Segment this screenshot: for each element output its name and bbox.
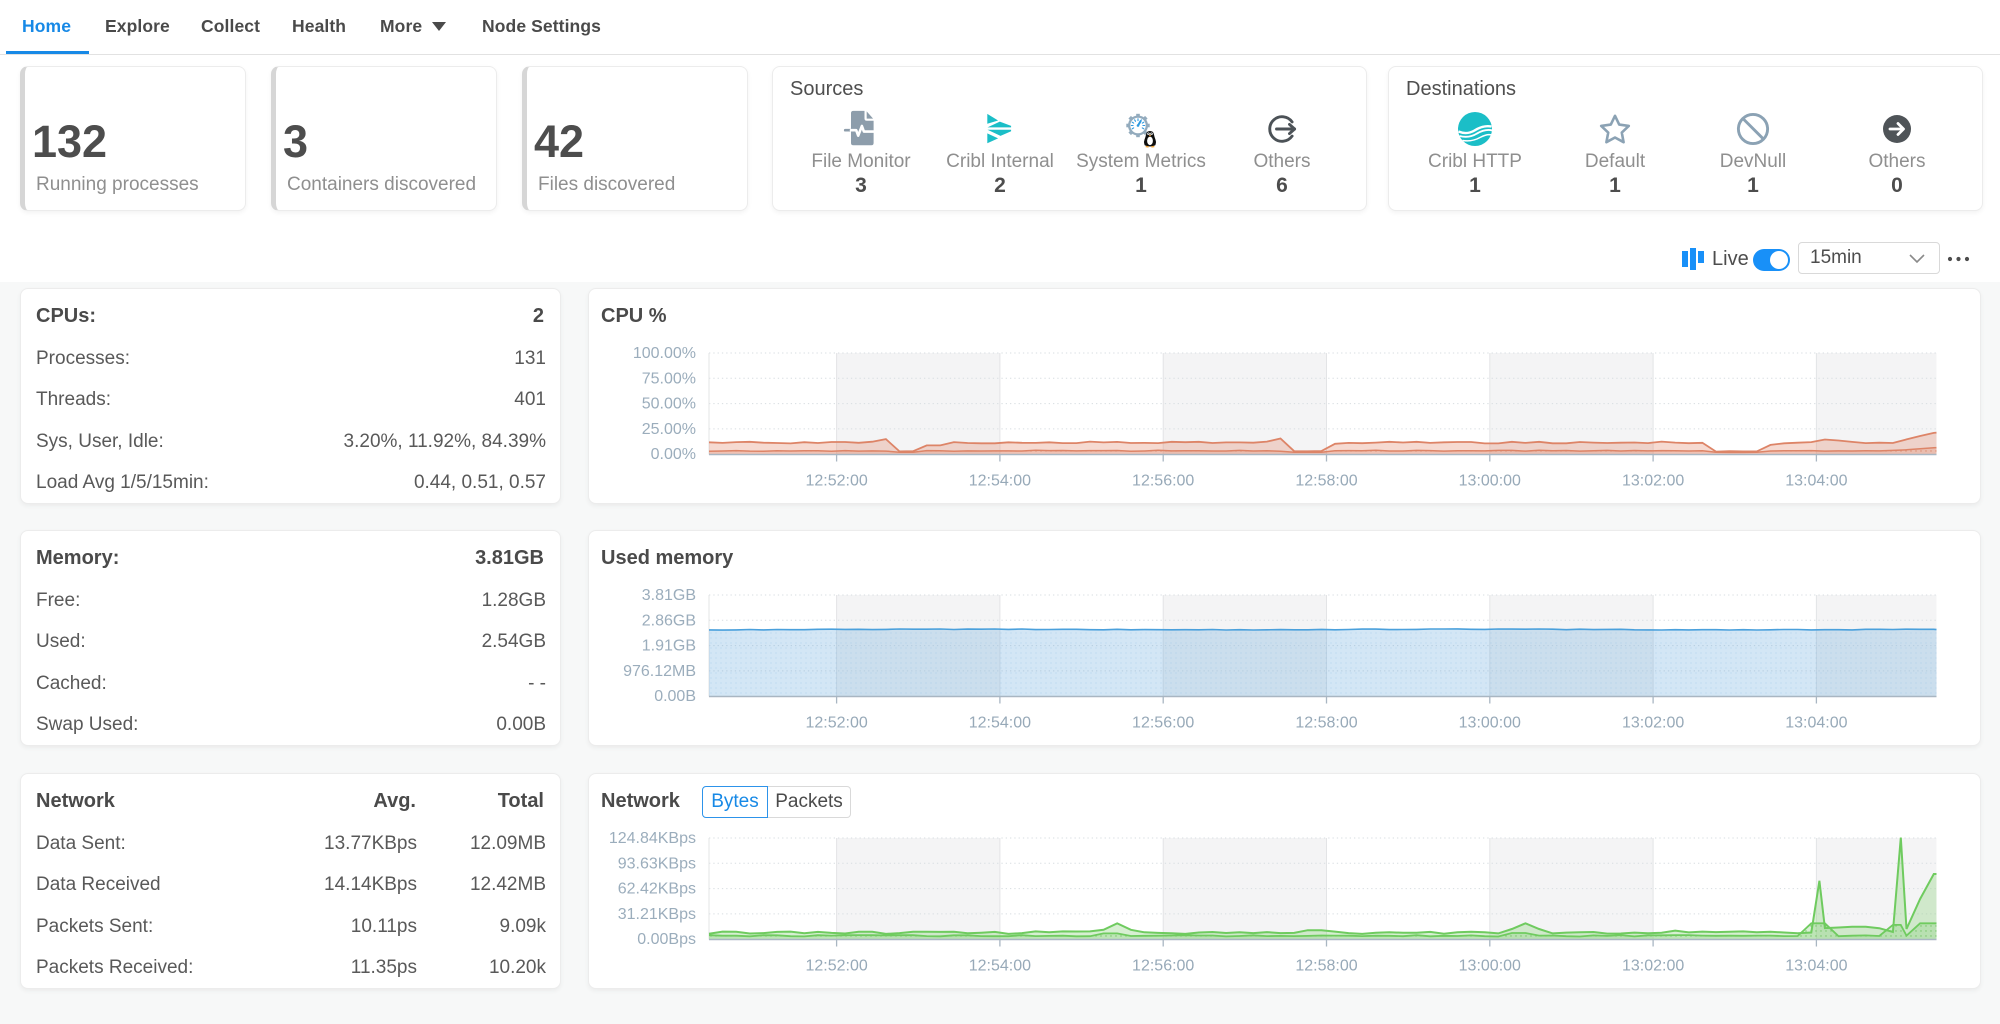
svg-text:12:58:00: 12:58:00 xyxy=(1295,715,1357,732)
svg-text:0.00B: 0.00B xyxy=(654,688,696,705)
svg-text:12:58:00: 12:58:00 xyxy=(1295,958,1357,975)
svg-text:31.21KBps: 31.21KBps xyxy=(618,906,696,923)
svg-text:50.00%: 50.00% xyxy=(642,396,696,413)
svg-text:13:00:00: 13:00:00 xyxy=(1459,473,1521,490)
svg-text:12:52:00: 12:52:00 xyxy=(805,473,867,490)
svg-text:3.81GB: 3.81GB xyxy=(642,587,696,604)
svg-text:976.12MB: 976.12MB xyxy=(623,663,696,680)
svg-text:12:56:00: 12:56:00 xyxy=(1132,958,1194,975)
svg-text:13:00:00: 13:00:00 xyxy=(1459,958,1521,975)
svg-text:93.63KBps: 93.63KBps xyxy=(618,855,696,872)
svg-text:12:54:00: 12:54:00 xyxy=(969,715,1031,732)
svg-text:2.86GB: 2.86GB xyxy=(642,612,696,629)
svg-text:0.00Bps: 0.00Bps xyxy=(637,931,696,948)
svg-text:100.00%: 100.00% xyxy=(633,345,696,362)
svg-text:12:56:00: 12:56:00 xyxy=(1132,715,1194,732)
svg-text:13:02:00: 13:02:00 xyxy=(1622,958,1684,975)
svg-text:0.00%: 0.00% xyxy=(651,446,696,463)
svg-text:13:04:00: 13:04:00 xyxy=(1785,958,1847,975)
svg-text:25.00%: 25.00% xyxy=(642,421,696,438)
svg-text:13:00:00: 13:00:00 xyxy=(1459,715,1521,732)
svg-text:12:58:00: 12:58:00 xyxy=(1295,473,1357,490)
svg-text:12:56:00: 12:56:00 xyxy=(1132,473,1194,490)
svg-text:12:54:00: 12:54:00 xyxy=(969,473,1031,490)
svg-text:13:04:00: 13:04:00 xyxy=(1785,473,1847,490)
svg-text:62.42KBps: 62.42KBps xyxy=(618,881,696,898)
svg-text:13:02:00: 13:02:00 xyxy=(1622,715,1684,732)
svg-text:13:02:00: 13:02:00 xyxy=(1622,473,1684,490)
svg-text:13:04:00: 13:04:00 xyxy=(1785,715,1847,732)
svg-text:1.91GB: 1.91GB xyxy=(642,638,696,655)
svg-text:124.84KBps: 124.84KBps xyxy=(609,830,696,847)
svg-text:12:52:00: 12:52:00 xyxy=(805,958,867,975)
svg-text:75.00%: 75.00% xyxy=(642,370,696,387)
svg-text:12:52:00: 12:52:00 xyxy=(805,715,867,732)
svg-text:12:54:00: 12:54:00 xyxy=(969,958,1031,975)
